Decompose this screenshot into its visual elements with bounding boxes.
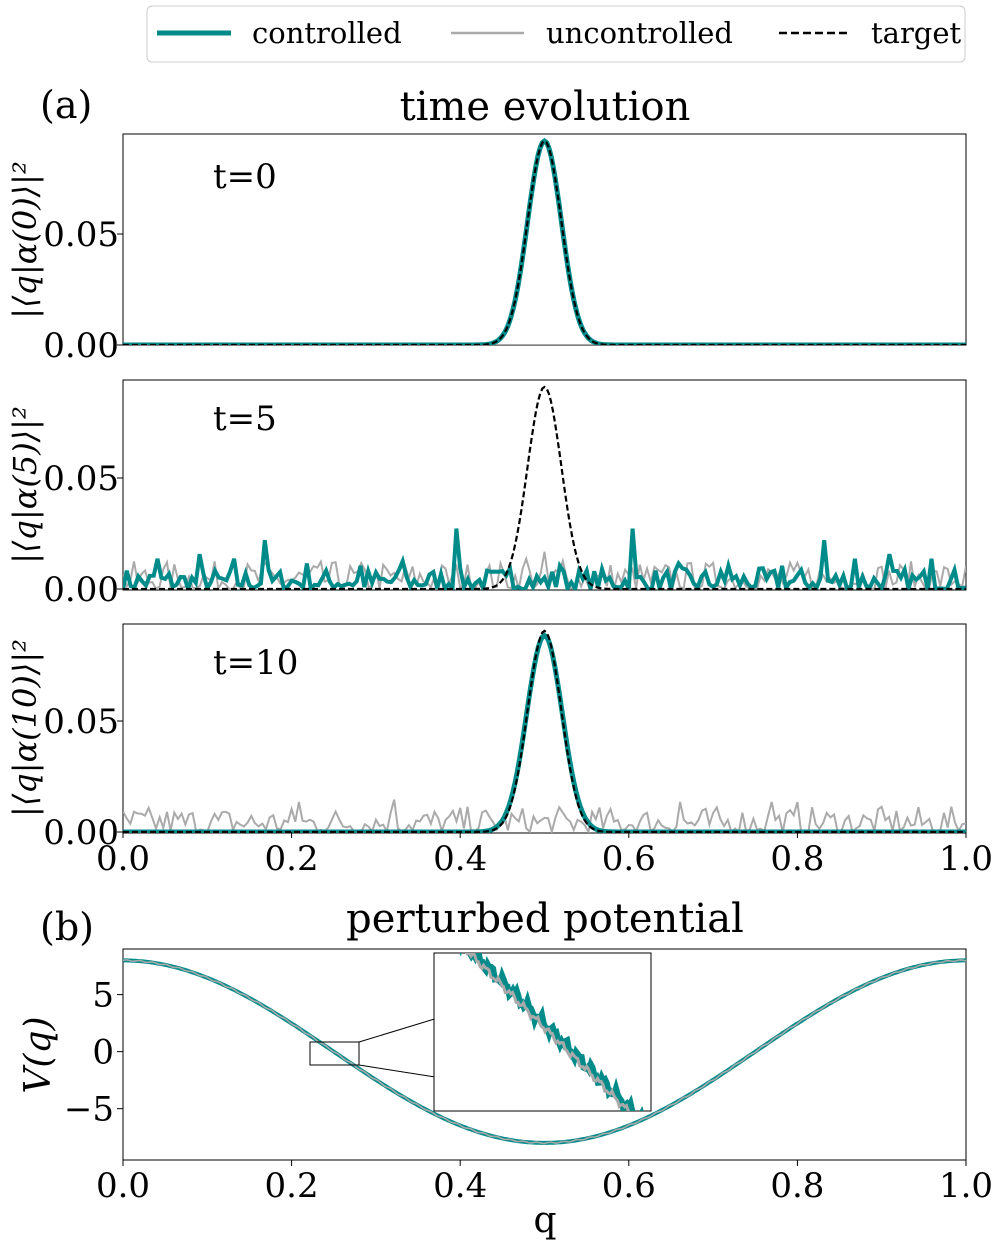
xtick-label: 0.2 [265,839,319,879]
subplot-t0-curves [123,137,966,345]
xtick-label: 0.0 [96,1166,150,1206]
subplot-t10-frame [122,623,967,834]
legend-label-controlled: controlled [252,16,402,50]
target-line-t10 [123,629,966,833]
legend-label-uncontrolled: uncontrolled [546,16,733,50]
ytick-label: 0.00 [43,570,119,610]
yaxis-b: 5 0 −5 [64,976,123,1130]
uncontrolled-line-t10 [123,799,966,833]
xtick-label: 0.6 [602,839,656,879]
ytick-label: 0.00 [43,326,119,366]
xtick-label: 0.8 [770,839,824,879]
ytick-label: 0.00 [43,813,119,853]
target-line-t5 [123,385,966,590]
legend-label-target: target [871,16,962,50]
xtick-label: 0.2 [265,1166,319,1206]
subplot-potential: 5 0 −5 0.0 0.2 0.4 0.6 0.8 1.0 V(q) q [18,948,993,1241]
zoom-region-box [309,1041,360,1066]
xtick-label: 0.4 [433,839,487,879]
xtick-label: 0.4 [433,1166,487,1206]
ylabel-t5: |⟨q|α(5)⟩|² [6,406,44,564]
potential-curves [123,958,966,1145]
legend-frame [146,5,966,63]
xtick-label: 1.0 [939,839,993,879]
xlabel-potential: q [533,1200,556,1241]
panel-tag-b: (b) [40,905,94,949]
inset-zoom [433,952,652,1112]
panel-tag-a: (a) [40,83,92,127]
annotation-t10: t=10 [213,643,298,683]
annotation-t5: t=5 [213,399,277,439]
ytick-label: −5 [64,1090,114,1130]
subplot-potential-frame [122,948,967,1161]
xtick-label: 0.0 [96,839,150,879]
xtick-label: 1.0 [939,1166,993,1206]
ytick-label: 5 [92,976,114,1016]
xaxis-a: 0.0 0.2 0.4 0.6 0.8 1.0 [96,832,993,879]
legend: controlled uncontrolled target [146,5,966,63]
subplot-t10: t=10 0.00 0.05 |⟨q|α(10)⟩|² 0.0 0.2 0.4 0.6… [6,623,993,879]
potential-uncontrolled-line [123,959,966,1145]
subplot-t5-curves [123,385,966,590]
annotation-t0: t=0 [213,157,277,197]
ylabel-t0: |⟨q|α(0)⟩|² [6,161,44,319]
xtick-label: 0.8 [770,1166,824,1206]
subplot-t10-curves [123,629,966,833]
subplot-t0: t=0 0.00 0.05 |⟨q|α(0)⟩|² [6,133,967,366]
inset-uncontrolled-line [464,953,630,1111]
panel-title-a: time evolution [400,84,691,130]
xaxis-b: 0.0 0.2 0.4 0.6 0.8 1.0 [96,1160,993,1206]
controlled-line-t5 [123,528,966,590]
ylabel-t10: |⟨q|α(10)⟩|² [6,639,44,817]
panel-title-b: perturbed potential [346,896,744,942]
subplot-t5-frame [122,379,967,591]
ytick-label: 0.05 [43,702,119,742]
ytick-label: 0 [92,1033,114,1073]
xtick-label: 0.6 [602,1166,656,1206]
subplot-t5: t=5 0.00 0.05 |⟨q|α(5)⟩|² [6,379,967,610]
ylabel-potential: V(q) [18,1016,59,1093]
ytick-label: 0.05 [43,459,119,499]
ytick-label: 0.05 [43,215,119,255]
controlled-line-t0 [123,137,966,345]
